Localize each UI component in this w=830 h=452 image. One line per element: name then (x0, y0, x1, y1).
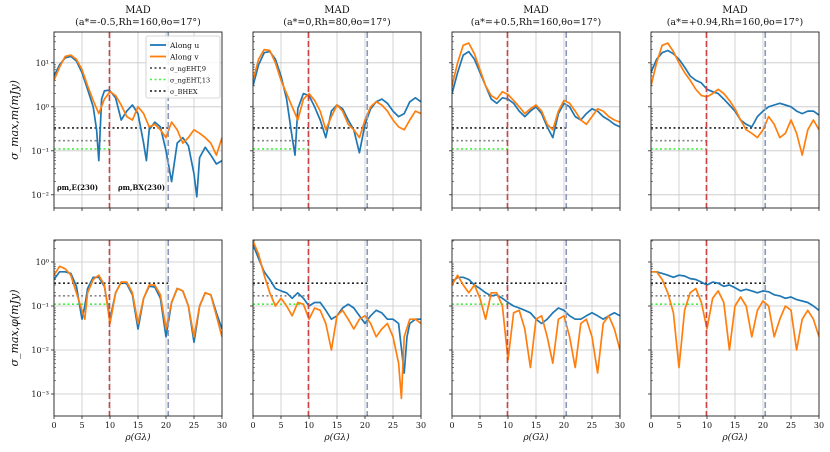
legend-label: σ_BHEX (170, 88, 198, 96)
vline-label-e: ρm,E(230) (57, 183, 98, 192)
series-line (452, 50, 620, 139)
column-params: (a*=0,Rh=80,θo=17°) (283, 17, 390, 28)
column-title: MAD (324, 5, 349, 16)
x-tick-label: 25 (587, 421, 597, 430)
x-tick-label: 5 (79, 421, 84, 430)
column-params: (a*=-0.5,Rh=160,θo=17°) (75, 17, 201, 28)
y-tick-label: 10⁻¹ (31, 147, 49, 156)
series-line (54, 54, 222, 156)
x-tick-label: 15 (133, 421, 143, 430)
panel (648, 31, 820, 211)
y-tick-label: 10⁻² (31, 346, 49, 355)
y-tick-label: 10⁻¹ (31, 302, 49, 311)
series-line (253, 48, 421, 139)
x-tick-label: 30 (416, 421, 426, 430)
panel (449, 31, 621, 211)
panel: 0 5 10 15 20 25 30 ρ(Gλ) (449, 239, 625, 443)
x-tick-label: 15 (332, 421, 342, 430)
x-tick-label: 10 (503, 421, 513, 430)
x-tick-label: 5 (676, 421, 681, 430)
panel: 0 5 10 15 20 25 30 ρ(Gλ) (250, 239, 426, 443)
x-tick-label: 5 (477, 421, 482, 430)
y-tick-label: 10⁰ (36, 103, 49, 112)
series-line (452, 42, 620, 131)
legend-label: Along v (169, 53, 199, 62)
column-params: (a*=+0.94,Rh=160,θo=17°) (667, 17, 804, 28)
x-tick-label: 25 (189, 421, 199, 430)
series-line (651, 270, 819, 311)
x-tick-label: 10 (304, 421, 314, 430)
panel (250, 31, 422, 211)
series-line (54, 265, 222, 338)
series-line (651, 49, 819, 128)
y-tick-label: 10⁻² (31, 191, 49, 200)
x-axis-label: ρ(Gλ) (124, 432, 151, 443)
series-line (651, 42, 819, 156)
series-line (253, 50, 421, 156)
x-tick-label: 20 (161, 421, 171, 430)
x-tick-label: 25 (388, 421, 398, 430)
x-tick-label: 30 (615, 421, 625, 430)
x-tick-label: 0 (449, 421, 454, 430)
column-params: (a*=+0.5,Rh=160,θo=17°) (471, 17, 602, 28)
column-title: MAD (523, 5, 548, 16)
x-tick-label: 0 (648, 421, 653, 430)
x-tick-label: 15 (730, 421, 740, 430)
x-tick-label: 30 (217, 421, 227, 430)
x-tick-label: 25 (786, 421, 796, 430)
column-title: MAD (722, 5, 747, 16)
legend: Along u Along v σ_ngEHT,9 σ_ngEHT,13 σ_BHEX (145, 35, 221, 99)
legend-label: σ_ngEHT,9 (170, 65, 206, 73)
panel: 0 5 10 15 20 25 30 ρ(Gλ) 10⁻³ 10⁻² 10⁻¹ 10⁰ (31, 239, 227, 443)
x-tick-label: 10 (105, 421, 115, 430)
column-title: MAD (125, 5, 150, 16)
x-tick-label: 20 (360, 421, 370, 430)
x-tick-label: 20 (758, 421, 768, 430)
x-tick-label: 15 (531, 421, 541, 430)
panel: 0 5 10 15 20 25 30 ρ(Gλ) (648, 239, 824, 443)
legend-label: Along u (169, 41, 199, 50)
legend-box (145, 35, 221, 99)
series-line (452, 274, 620, 374)
row-ylabel: σ_max,m(mJy) (8, 80, 21, 160)
vline-label-bx: ρm,BX(230) (118, 183, 165, 192)
y-tick-label: 10¹ (36, 59, 49, 68)
x-tick-label: 0 (51, 421, 56, 430)
panel: 10⁻² 10⁻¹ 10⁰ 10¹ ρm,E(230) ρm,BX(230) Along u… (31, 31, 223, 211)
x-axis-label: ρ(Gλ) (721, 432, 748, 443)
x-tick-label: 30 (814, 421, 824, 430)
x-axis-label: ρ(Gλ) (323, 432, 350, 443)
x-tick-label: 5 (278, 421, 283, 430)
y-tick-label: 10⁻³ (31, 390, 49, 399)
row-ylabel: σ_max,φ(mJy) (8, 289, 21, 366)
series-line (253, 240, 421, 400)
x-tick-label: 10 (702, 421, 712, 430)
series-line (54, 55, 222, 198)
legend-label: σ_ngEHT,13 (170, 77, 210, 85)
series-line (651, 270, 819, 369)
x-axis-label: ρ(Gλ) (522, 432, 549, 443)
x-tick-label: 20 (559, 421, 569, 430)
y-tick-label: 10⁰ (36, 258, 49, 267)
x-tick-label: 0 (250, 421, 255, 430)
